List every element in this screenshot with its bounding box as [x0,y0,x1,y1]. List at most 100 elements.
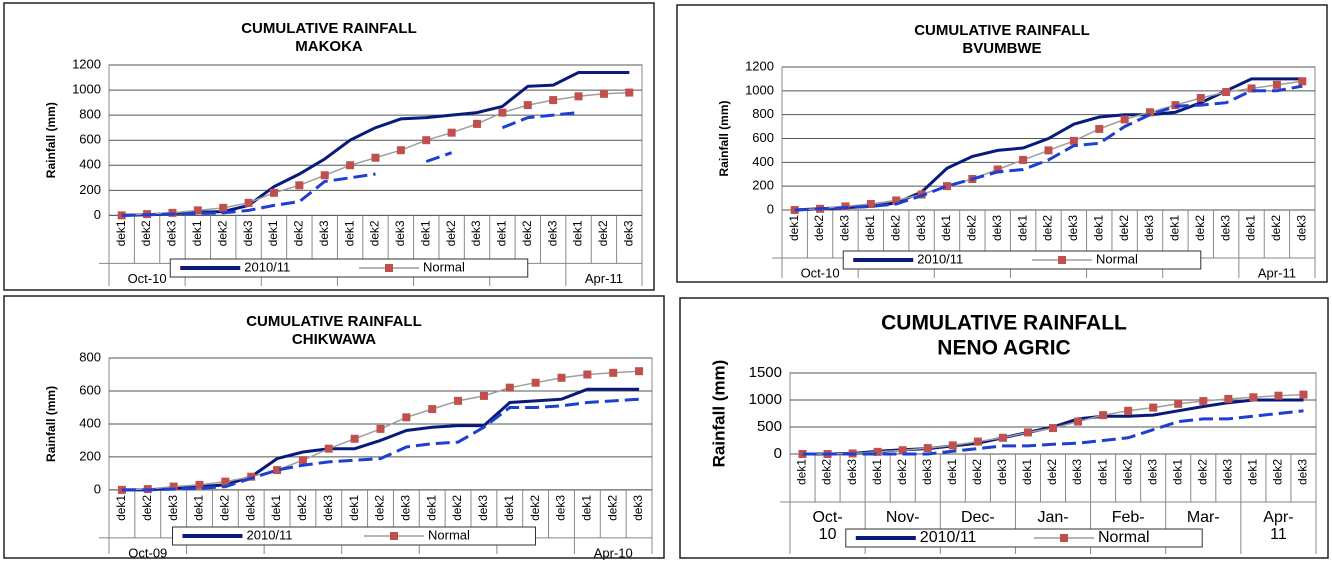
series-marker [1095,124,1104,133]
series-marker [873,447,882,456]
y-tick-label: 1000 [72,82,101,97]
series-marker [1199,397,1208,406]
series-marker [609,368,618,377]
month-part: 10 [819,526,837,543]
series-marker [790,205,799,214]
x-tick-label: dek3 [545,220,559,246]
series-marker [195,480,204,489]
x-tick-label: dek1 [190,220,204,246]
series-marker [1196,93,1205,102]
series-line [121,387,640,492]
series-marker [1249,393,1258,402]
y-tick-label: 600 [79,132,101,147]
x-tick-label: dek1 [192,495,206,521]
y-tick-label: 1200 [745,58,774,73]
series-marker [350,434,359,443]
series-marker [473,119,482,128]
legend-label: Normal [1098,529,1150,546]
series-marker [117,211,126,220]
x-tick-label: dek2 [140,495,154,521]
x-tick-label: dek3 [631,495,645,521]
x-tick-label: dek3 [166,495,180,521]
x-tick-label: dek3 [845,459,859,485]
x-tick-label: dek2 [1195,459,1209,485]
x-tick-label: dek1 [571,220,585,246]
series-line [121,397,640,492]
x-tick-label: dek3 [1218,215,1232,241]
x-tick-label: dek1 [347,495,361,521]
y-axis-label: Rainfall (mm) [709,360,728,468]
x-tick-label: dek1 [502,495,516,521]
series-marker [1149,403,1158,412]
x-tick-label: dek2 [820,459,834,485]
x-tick-label: dek3 [321,495,335,521]
series-marker [549,96,558,105]
month-part: 11 [1270,526,1287,543]
series-marker [193,206,202,215]
month-label: Oct-10 [801,265,840,280]
plot-area [789,372,1317,455]
x-tick-label: dek3 [469,220,483,246]
chart-title: CUMULATIVE RAINFALL [246,313,422,330]
x-tick-label: dek1 [114,220,128,246]
series-marker [923,444,932,453]
x-tick-label: dek2 [444,220,458,246]
series-marker [583,370,592,379]
y-axis-label: Rainfall (mm) [717,100,731,176]
series-marker [1174,399,1183,408]
x-tick-label: dek2 [605,495,619,521]
x-tick-label: dek1 [1244,215,1258,241]
x-tick-label: dek1 [939,215,953,241]
x-tick-label: dek1 [418,220,432,246]
series-marker [371,153,380,162]
x-tick-label: dek1 [1020,459,1034,485]
series-marker [948,441,957,450]
x-tick-label: dek1 [787,215,801,241]
month-part: Nov- [886,509,920,526]
x-tick-label: dek3 [1066,215,1080,241]
series-marker [1224,394,1233,403]
series-marker [1074,417,1083,426]
legend-box [842,250,1202,270]
x-tick-label: dek1 [114,495,128,521]
x-tick-label: dek1 [580,495,594,521]
month-label: Oct-10 [128,271,167,286]
series-marker [219,203,228,212]
series-marker [295,181,304,190]
legend-marker [1060,534,1068,542]
chart-subtitle: NENO AGRIC [937,337,1070,360]
x-tick-label: dek2 [1269,215,1283,241]
month-label: Dec- [961,509,995,526]
y-tick-label: 400 [79,157,101,172]
month-label: Oct-10 [812,509,842,543]
y-tick-label: 400 [79,415,101,430]
legend-box [845,528,1203,548]
x-tick-label: dek2 [292,220,306,246]
series-line [802,409,1304,456]
series-marker [454,396,463,405]
x-tick-label: dek2 [596,220,610,246]
series-marker [376,424,385,433]
series-marker [892,196,901,205]
series-marker [1299,390,1308,399]
chart-title: CUMULATIVE RAINFALL [881,312,1127,335]
x-tick-label: dek2 [1041,215,1055,241]
series-marker [993,165,1002,174]
x-tick-label: dek1 [269,495,283,521]
x-tick-label: dek2 [373,495,387,521]
series-marker [1146,108,1155,117]
x-tick-label: dek3 [838,215,852,241]
series-marker [1124,406,1133,415]
x-tick-label: dek3 [241,220,255,246]
series-marker [1044,146,1053,155]
series-marker [505,383,514,392]
chart-subtitle: MAKOKA [295,38,363,55]
y-tick-label: 600 [752,130,774,145]
month-part: Dec- [961,509,995,526]
series-marker [599,89,608,98]
legend-label: 2010/11 [917,251,963,266]
series-marker [479,391,488,400]
x-tick-label: dek2 [1117,215,1131,241]
